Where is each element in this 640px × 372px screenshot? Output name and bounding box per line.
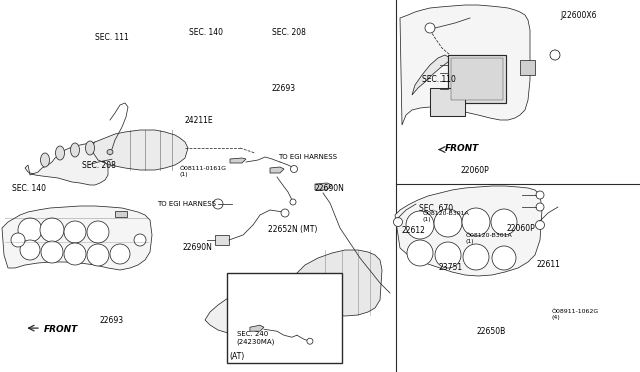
Polygon shape <box>230 158 246 163</box>
Text: SEC. 140: SEC. 140 <box>189 28 223 37</box>
Bar <box>215 235 229 245</box>
Polygon shape <box>290 250 382 316</box>
Text: (AT): (AT) <box>229 352 244 361</box>
Text: Ô08911-1062G
(4): Ô08911-1062G (4) <box>552 309 599 320</box>
Circle shape <box>20 240 40 260</box>
Polygon shape <box>270 167 284 173</box>
Circle shape <box>536 203 544 211</box>
Circle shape <box>281 209 289 217</box>
Circle shape <box>291 166 298 173</box>
Polygon shape <box>250 325 264 331</box>
Text: Õ08120-B301A
(1): Õ08120-B301A (1) <box>466 233 513 244</box>
Circle shape <box>407 240 433 266</box>
Circle shape <box>462 208 490 236</box>
Circle shape <box>536 191 544 199</box>
Text: J22600X6: J22600X6 <box>560 11 596 20</box>
Text: SEC. 140: SEC. 140 <box>12 185 45 193</box>
Text: 24211E: 24211E <box>184 116 213 125</box>
Circle shape <box>463 244 489 270</box>
Polygon shape <box>205 282 292 336</box>
Circle shape <box>550 50 560 60</box>
Text: 22693: 22693 <box>99 316 124 325</box>
Polygon shape <box>395 186 542 276</box>
Text: TO EGI HARNESS: TO EGI HARNESS <box>157 201 216 207</box>
Bar <box>115 211 127 217</box>
Text: SEC. 110: SEC. 110 <box>422 76 456 84</box>
Circle shape <box>290 199 296 205</box>
Text: SEC. 670: SEC. 670 <box>419 204 453 213</box>
Circle shape <box>18 218 42 242</box>
Circle shape <box>110 244 130 264</box>
Bar <box>227 273 342 363</box>
Text: 22650B: 22650B <box>477 327 506 336</box>
Circle shape <box>87 244 109 266</box>
Text: 23751: 23751 <box>438 263 463 272</box>
Text: 22060P: 22060P <box>507 224 536 233</box>
Circle shape <box>64 221 86 243</box>
Text: 22612: 22612 <box>402 226 426 235</box>
Polygon shape <box>2 206 152 270</box>
Polygon shape <box>25 142 108 185</box>
Circle shape <box>307 338 313 344</box>
Circle shape <box>394 218 403 227</box>
Text: FRONT: FRONT <box>44 325 78 334</box>
Circle shape <box>425 23 435 33</box>
Text: 22693: 22693 <box>272 84 296 93</box>
Ellipse shape <box>56 146 65 160</box>
Circle shape <box>40 218 64 242</box>
Circle shape <box>492 246 516 270</box>
Text: 22690N: 22690N <box>182 243 212 252</box>
Circle shape <box>491 209 517 235</box>
Text: 22611: 22611 <box>536 260 560 269</box>
Circle shape <box>434 209 462 237</box>
Ellipse shape <box>70 143 79 157</box>
Circle shape <box>134 234 146 246</box>
Polygon shape <box>412 55 450 95</box>
Text: SEC. 111: SEC. 111 <box>95 33 129 42</box>
Bar <box>451 58 503 100</box>
Text: SEC. 208: SEC. 208 <box>272 28 306 37</box>
Text: SEC. 240
(24230MA): SEC. 240 (24230MA) <box>237 331 275 344</box>
Circle shape <box>87 221 109 243</box>
Circle shape <box>536 221 545 230</box>
Bar <box>430 88 465 116</box>
Circle shape <box>41 241 63 263</box>
Polygon shape <box>400 5 530 125</box>
Text: FRONT: FRONT <box>445 144 479 153</box>
Text: Õ08111-0161G
(1): Õ08111-0161G (1) <box>179 166 226 177</box>
Polygon shape <box>315 183 332 190</box>
Bar <box>520 60 535 75</box>
Text: 22060P: 22060P <box>461 166 490 175</box>
Ellipse shape <box>40 153 49 167</box>
Text: SEC. 208: SEC. 208 <box>82 161 116 170</box>
Text: 22652N (MT): 22652N (MT) <box>268 225 317 234</box>
Circle shape <box>213 199 223 209</box>
Circle shape <box>406 211 434 239</box>
Circle shape <box>435 242 461 268</box>
Text: Õ08120-B301A
(1): Õ08120-B301A (1) <box>422 211 469 222</box>
Text: 22690N: 22690N <box>315 185 345 193</box>
Circle shape <box>11 233 25 247</box>
Ellipse shape <box>86 141 95 155</box>
Text: TO EGI HARNESS: TO EGI HARNESS <box>278 154 337 160</box>
Bar <box>448 55 506 103</box>
Circle shape <box>266 281 274 289</box>
Circle shape <box>64 243 86 265</box>
Ellipse shape <box>107 150 113 154</box>
Polygon shape <box>90 130 188 170</box>
